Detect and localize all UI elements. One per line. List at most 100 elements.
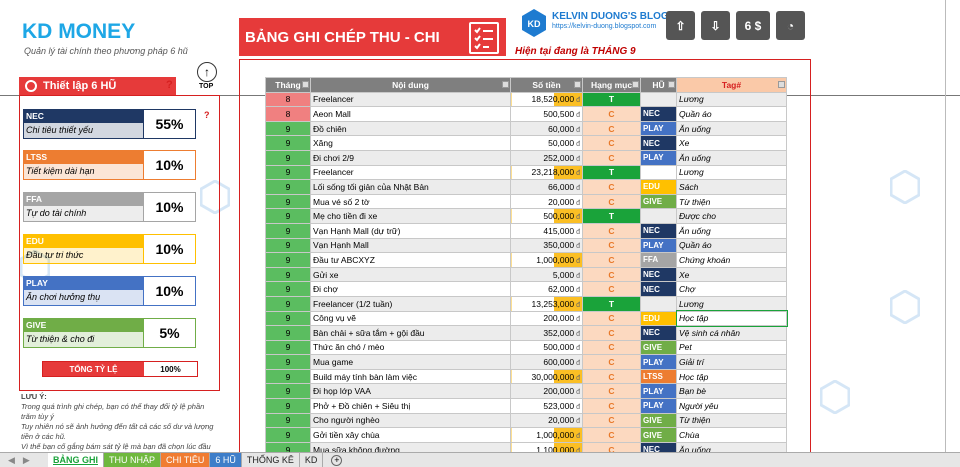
- jar-cell[interactable]: NEC: [640, 325, 677, 341]
- tag-cell[interactable]: Pet: [676, 339, 787, 356]
- amount-cell[interactable]: 62,000 đ: [510, 281, 583, 297]
- table-row[interactable]: 9 Đầu tư ABCXYZ 1,000,000 đ C FFA Chứng khoán: [265, 252, 787, 268]
- amount-cell[interactable]: 13,253,000 đ: [510, 295, 583, 312]
- month-cell[interactable]: 9: [265, 266, 311, 283]
- sheet-tab[interactable]: THU NHẬP: [104, 453, 162, 467]
- category-cell[interactable]: C: [582, 252, 641, 268]
- table-row[interactable]: 9 Freelancer 23,218,000 đ T Lương: [265, 164, 787, 181]
- content-cell[interactable]: Xăng: [310, 135, 511, 151]
- category-cell[interactable]: C: [582, 339, 641, 356]
- filter-dropdown-icon[interactable]: [668, 81, 675, 88]
- amount-cell[interactable]: 20,000 đ: [510, 193, 583, 210]
- jar-percent-input[interactable]: 10%: [143, 193, 195, 221]
- category-cell[interactable]: C: [582, 412, 641, 429]
- table-row[interactable]: 9 Mẹ cho tiền đi xe 500,000 đ T Được cho: [265, 208, 787, 224]
- jar-cell[interactable]: GIVE: [640, 339, 677, 356]
- sheet-tab[interactable]: CHI TIÊU: [161, 453, 211, 467]
- table-row[interactable]: 9 Freelancer (1/2 tuần) 13,253,000 đ T Lương: [265, 295, 787, 312]
- tag-cell[interactable]: Xe: [676, 135, 787, 151]
- category-cell[interactable]: C: [582, 179, 641, 195]
- jar-percent-input[interactable]: 10%: [143, 235, 195, 263]
- content-cell[interactable]: Vạn Hạnh Mall: [310, 237, 511, 254]
- add-sheet-button[interactable]: +: [331, 454, 343, 466]
- amount-cell[interactable]: 350,000 đ: [510, 237, 583, 254]
- jar-cell[interactable]: GIVE: [640, 412, 677, 429]
- sheet-tab[interactable]: KD: [299, 453, 324, 467]
- content-cell[interactable]: Mua vé số 2 tờ: [310, 193, 511, 210]
- content-cell[interactable]: Phở + Đồ chiên + Siêu thị: [310, 398, 511, 414]
- amount-cell[interactable]: 252,000 đ: [510, 149, 583, 166]
- month-cell[interactable]: 9: [265, 310, 311, 327]
- help-icon[interactable]: ?: [204, 110, 210, 120]
- amount-cell[interactable]: 50,000 đ: [510, 135, 583, 151]
- jar-cell[interactable]: GIVE: [640, 193, 677, 210]
- category-cell[interactable]: C: [582, 354, 641, 370]
- table-row[interactable]: 9 Lối sống tối giản của Nhật Bản 66,000 đ C E…: [265, 179, 787, 195]
- sheet-tab[interactable]: THỐNG KÊ: [241, 453, 300, 467]
- tag-cell[interactable]: Chùa: [676, 427, 787, 443]
- jar-cell[interactable]: NEC: [640, 135, 677, 151]
- tag-cell[interactable]: Ăn uống: [676, 222, 787, 239]
- content-cell[interactable]: Đi chơi 2/9: [310, 149, 511, 166]
- category-cell[interactable]: T: [582, 91, 641, 108]
- category-cell[interactable]: T: [582, 164, 641, 181]
- month-cell[interactable]: 9: [265, 222, 311, 239]
- jar-cell[interactable]: PLAY: [640, 149, 677, 166]
- amount-cell[interactable]: 23,218,000 đ: [510, 164, 583, 181]
- jar-cell[interactable]: PLAY: [640, 237, 677, 254]
- income-nav-button[interactable]: ⇧: [666, 11, 695, 40]
- amount-cell[interactable]: 1,000,000 đ: [510, 252, 583, 268]
- content-cell[interactable]: Gởi tiền xây chùa: [310, 427, 511, 443]
- amount-cell[interactable]: 500,000 đ: [510, 208, 583, 224]
- content-cell[interactable]: Công vụ vẽ: [310, 310, 511, 327]
- tag-cell[interactable]: Học tập: [676, 368, 787, 385]
- month-cell[interactable]: 8: [265, 91, 311, 108]
- tag-cell[interactable]: Từ thiện: [676, 193, 787, 210]
- column-header[interactable]: HŨ: [640, 77, 677, 93]
- month-cell[interactable]: 9: [265, 412, 311, 429]
- table-row[interactable]: 9 Công vụ vẽ 200,000 đ C EDU Học tập: [265, 310, 788, 327]
- category-cell[interactable]: T: [582, 208, 641, 224]
- tag-cell[interactable]: Chợ: [676, 281, 787, 297]
- content-cell[interactable]: Aeon Mall: [310, 106, 511, 122]
- content-cell[interactable]: Bàn chải + sữa tắm + gội đầu: [310, 325, 511, 341]
- expense-nav-button[interactable]: ⇩: [701, 11, 730, 40]
- category-cell[interactable]: C: [582, 106, 641, 122]
- table-row[interactable]: 8 Aeon Mall 500,500 đ C NEC Quần áo: [265, 106, 787, 122]
- amount-cell[interactable]: 66,000 đ: [510, 179, 583, 195]
- amount-cell[interactable]: 415,000 đ: [510, 222, 583, 239]
- category-cell[interactable]: C: [582, 266, 641, 283]
- six-jars-nav-button[interactable]: 6 $: [736, 11, 770, 40]
- tag-cell[interactable]: Giải trí: [676, 354, 787, 370]
- month-cell[interactable]: 9: [265, 252, 311, 268]
- column-header[interactable]: Nội dung: [310, 77, 511, 93]
- amount-cell[interactable]: 500,000 đ: [510, 339, 583, 356]
- jar-cell[interactable]: [640, 208, 677, 224]
- month-cell[interactable]: 9: [265, 179, 311, 195]
- tag-cell[interactable]: Quần áo: [676, 237, 787, 254]
- category-cell[interactable]: T: [582, 295, 641, 312]
- tab-next-icon[interactable]: ▶: [22, 454, 30, 465]
- content-cell[interactable]: Freelancer: [310, 91, 511, 108]
- jar-cell[interactable]: PLAY: [640, 383, 677, 400]
- amount-cell[interactable]: 600,000 đ: [510, 354, 583, 370]
- table-row[interactable]: 9 Mua vé số 2 tờ 20,000 đ C GIVE Từ thiện: [265, 193, 787, 210]
- content-cell[interactable]: Build máy tính bàn làm việc: [310, 368, 511, 385]
- month-cell[interactable]: 8: [265, 106, 311, 122]
- amount-cell[interactable]: 20,000 đ: [510, 412, 583, 429]
- tag-cell[interactable]: Quần áo: [676, 106, 787, 122]
- content-cell[interactable]: Cho người nghèo: [310, 412, 511, 429]
- table-row[interactable]: 9 Thức ăn chó / mèo 500,000 đ C GIVE Pet: [265, 339, 787, 356]
- amount-cell[interactable]: 500,500 đ: [510, 106, 583, 122]
- table-row[interactable]: 9 Mua game 600,000 đ C PLAY Giải trí: [265, 354, 787, 370]
- category-cell[interactable]: C: [582, 398, 641, 414]
- amount-cell[interactable]: 523,000 đ: [510, 398, 583, 414]
- content-cell[interactable]: Thức ăn chó / mèo: [310, 339, 511, 356]
- month-cell[interactable]: 9: [265, 281, 311, 297]
- blog-url[interactable]: https://kelvin-duong.blogspot.com: [552, 23, 657, 30]
- month-cell[interactable]: 9: [265, 398, 311, 414]
- jar-cell[interactable]: PLAY: [640, 120, 677, 137]
- table-row[interactable]: 9 Cho người nghèo 20,000 đ C GIVE Từ thiện: [265, 412, 787, 429]
- tag-cell[interactable]: Ăn uống: [676, 149, 787, 166]
- table-row[interactable]: 9 Gửi xe 5,000 đ C NEC Xe: [265, 266, 787, 283]
